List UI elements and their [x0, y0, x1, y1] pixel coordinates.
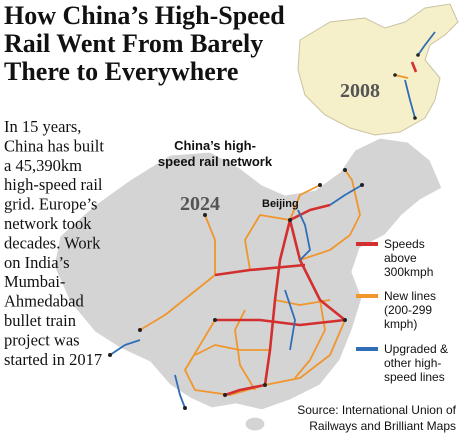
- station: [360, 183, 364, 187]
- inset-rail: [410, 61, 418, 73]
- map-year: 2024: [180, 193, 220, 215]
- rail-fast: [214, 263, 306, 277]
- inset-rail: [394, 74, 409, 79]
- city-label: Beijing: [262, 198, 299, 210]
- station: [203, 213, 207, 217]
- map-title-line: speed rail network: [158, 154, 273, 169]
- rail-fast: [289, 203, 331, 222]
- station: [288, 218, 292, 222]
- stations: [108, 168, 364, 410]
- rail-fast: [263, 219, 292, 386]
- inset-station: [393, 73, 397, 77]
- inset-rail: [417, 31, 436, 56]
- legend-label: 300kmph: [384, 265, 433, 279]
- legend-label: New lines: [384, 289, 436, 303]
- inset-station: [416, 53, 420, 57]
- station: [223, 393, 227, 397]
- legend-label: Speeds: [384, 237, 425, 251]
- body-line: on India’s: [4, 253, 70, 272]
- hainan: [244, 416, 266, 432]
- rail-new: [264, 319, 346, 386]
- rail-new: [139, 274, 216, 331]
- body-line: decades. Work: [4, 233, 101, 252]
- station: [318, 183, 322, 187]
- rail-fast: [215, 318, 346, 327]
- rail-new: [294, 299, 326, 379]
- inset-map: 2008: [297, 3, 459, 136]
- station: [343, 318, 347, 322]
- main-map: China’s high- speed rail network 2024 Be…: [53, 137, 443, 432]
- station: [213, 318, 217, 322]
- inset-station: [413, 116, 417, 120]
- map-title-line: China’s high-: [174, 138, 256, 153]
- body-line: a 45,390km: [4, 156, 82, 175]
- legend-label: Upgraded &: [384, 342, 448, 356]
- source-line: Source: International Union of: [297, 403, 456, 417]
- rail-fast: [288, 219, 346, 322]
- inset-year: 2008: [340, 80, 380, 102]
- body-line: high-speed rail: [4, 175, 103, 194]
- body-line: started in 2017: [4, 350, 102, 369]
- rail-new: [184, 319, 266, 396]
- title-line: Rail Went From Barely: [4, 29, 263, 58]
- rail-upgraded: [297, 209, 311, 261]
- rail-upgraded: [109, 339, 141, 356]
- rail-new: [244, 214, 291, 271]
- rail-upgraded: [284, 289, 296, 351]
- legend-label: speed lines: [384, 370, 445, 384]
- legend-label: kmph): [384, 317, 417, 331]
- inset-land: [297, 3, 459, 136]
- body-line: In 15 years,: [4, 117, 81, 136]
- legend-label: (200-299: [384, 303, 432, 317]
- body-line: project was: [4, 330, 80, 349]
- rail-new: [289, 184, 321, 221]
- body-line: network took: [4, 214, 92, 233]
- title-line: How China’s High-Speed: [4, 1, 285, 30]
- rail-new: [194, 344, 270, 356]
- legend-label: other high-: [384, 356, 441, 370]
- source-line: Railways and Brilliant Maps: [309, 419, 456, 433]
- body-line: Ahmedabad: [4, 292, 84, 311]
- body-line: Mumbai-: [4, 272, 65, 291]
- body-line: bullet train: [4, 311, 76, 330]
- body-line: grid. Europe’s: [4, 195, 97, 214]
- rail-fast: [224, 383, 266, 397]
- inset-rail: [404, 79, 416, 119]
- station: [263, 383, 267, 387]
- station: [138, 328, 142, 332]
- rail-new: [299, 169, 361, 261]
- rail-upgraded: [329, 184, 363, 206]
- title-line: There to Everywhere: [4, 57, 238, 86]
- station: [108, 353, 112, 357]
- legend-label: above: [384, 251, 417, 265]
- body-line: China has built: [4, 136, 104, 155]
- rail-new: [204, 214, 216, 275]
- station: [343, 168, 347, 172]
- station: [183, 406, 187, 410]
- rail-upgraded: [174, 374, 186, 409]
